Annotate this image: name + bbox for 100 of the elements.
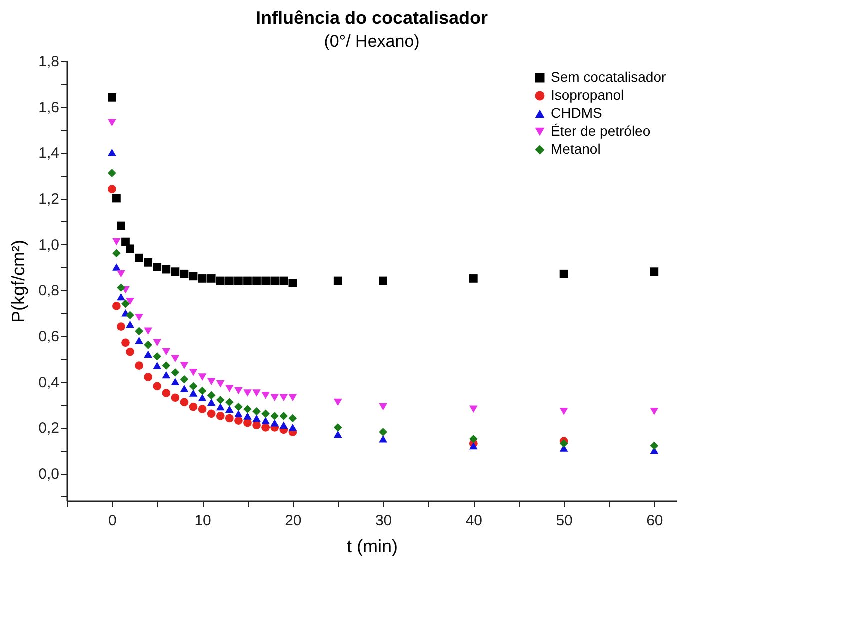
point — [252, 276, 261, 286]
point — [126, 320, 134, 328]
legend-label: Isopropanol — [551, 87, 624, 103]
point — [334, 276, 342, 286]
chart-subtitle: (0°/ Hexano) — [324, 32, 420, 51]
point — [252, 390, 261, 397]
point — [650, 442, 659, 450]
y-tick-label: 0,8 — [38, 282, 60, 300]
x-tick-label: 50 — [556, 512, 573, 530]
point — [117, 284, 126, 292]
point — [162, 389, 171, 398]
x-tick-label: 30 — [375, 512, 392, 530]
point — [234, 387, 243, 395]
point — [288, 394, 298, 402]
point — [288, 414, 298, 423]
point — [144, 373, 153, 382]
point — [225, 414, 234, 423]
point — [262, 410, 270, 418]
point — [252, 414, 261, 422]
point — [144, 328, 153, 336]
point — [171, 355, 180, 363]
point — [244, 405, 252, 414]
y-tick-label: 0,2 — [38, 420, 60, 438]
point — [379, 403, 388, 411]
point — [560, 408, 568, 416]
point — [334, 430, 342, 438]
point — [469, 274, 478, 283]
x-tick-label: 20 — [285, 512, 302, 530]
point — [280, 394, 288, 402]
point — [180, 375, 189, 384]
point — [112, 194, 121, 203]
legend-label: Sem cocatalisador — [551, 69, 667, 85]
point — [262, 276, 270, 286]
point — [252, 421, 261, 430]
point — [216, 276, 225, 286]
point — [198, 405, 207, 414]
point — [244, 412, 252, 420]
y-axis-title: P(kgf/cm²) — [8, 240, 29, 323]
point — [198, 374, 207, 381]
y-tick-label: 0,4 — [38, 374, 60, 392]
legend-label: Metanol — [551, 141, 601, 157]
point — [379, 428, 388, 436]
point — [225, 406, 234, 413]
point — [112, 249, 121, 258]
point — [189, 402, 198, 412]
point — [198, 386, 207, 396]
y-tick-label: 0,0 — [38, 466, 60, 483]
point — [144, 340, 153, 350]
legend-label: CHDMS — [551, 105, 602, 121]
point — [162, 348, 171, 356]
y-tick-label: 1,8 — [38, 54, 60, 70]
point — [288, 279, 298, 288]
point — [469, 406, 478, 413]
point — [288, 424, 298, 432]
point — [135, 254, 144, 262]
point — [135, 362, 144, 370]
y-tick-label: 1,0 — [38, 236, 60, 254]
point — [234, 402, 243, 412]
point — [112, 238, 121, 246]
point — [108, 169, 116, 178]
point — [126, 348, 134, 356]
point — [112, 302, 121, 310]
point — [207, 274, 216, 283]
point — [234, 410, 243, 418]
point — [225, 276, 234, 286]
point — [379, 436, 388, 443]
point — [126, 244, 134, 254]
point — [270, 394, 280, 402]
point — [144, 258, 153, 267]
point — [244, 390, 252, 397]
point — [262, 423, 270, 432]
point — [180, 270, 189, 278]
point — [171, 368, 180, 377]
point — [126, 298, 134, 306]
point — [162, 362, 171, 370]
point — [108, 185, 116, 194]
point — [650, 408, 659, 416]
x-tick-label: 0 — [108, 512, 117, 530]
point — [135, 314, 144, 322]
point — [244, 276, 252, 286]
legend-label: Éter de petróleo — [551, 123, 651, 139]
point — [252, 407, 261, 416]
point — [234, 276, 243, 286]
point — [198, 394, 207, 402]
point — [270, 276, 280, 286]
point — [280, 422, 288, 429]
point — [112, 264, 121, 271]
point — [469, 442, 478, 450]
point — [135, 336, 144, 344]
point — [189, 272, 198, 281]
y-tick-label: 1,6 — [38, 99, 60, 116]
x-tick-label: 60 — [646, 512, 664, 530]
point — [117, 322, 126, 332]
point — [153, 352, 162, 361]
point — [180, 385, 189, 392]
point — [171, 268, 180, 276]
point — [280, 412, 288, 420]
x-tick-label: 40 — [466, 512, 483, 530]
point — [122, 338, 130, 348]
point — [244, 418, 252, 428]
